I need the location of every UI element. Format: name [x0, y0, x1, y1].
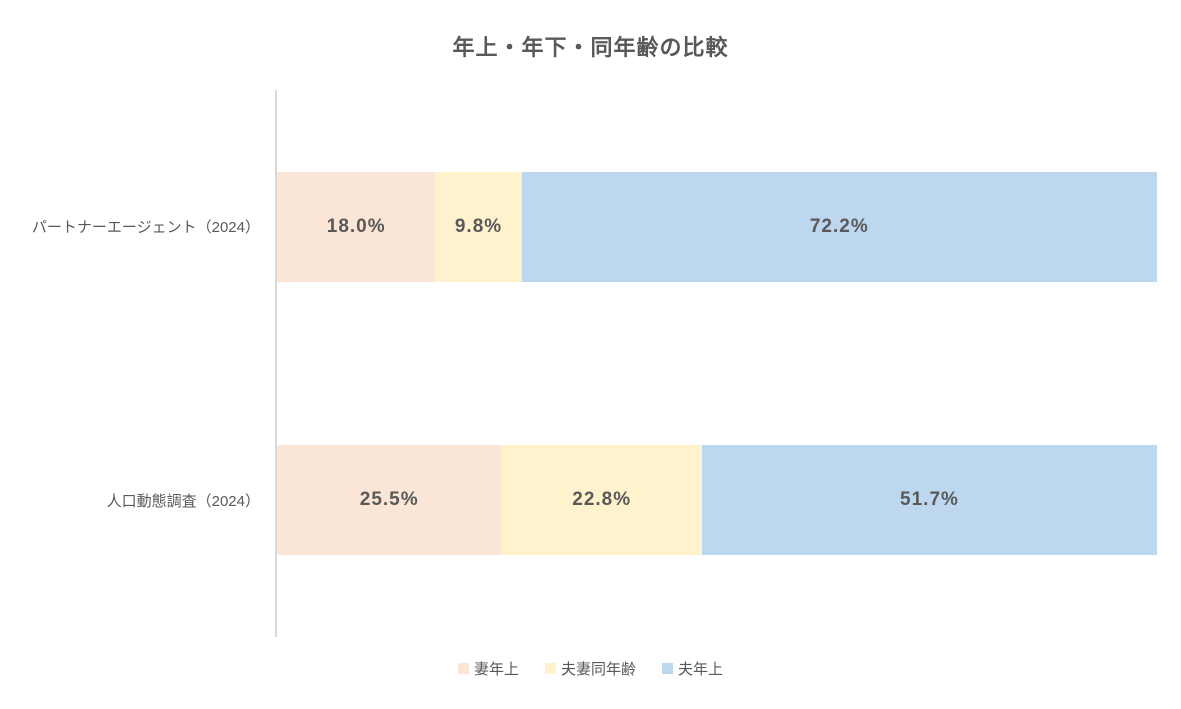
- category-label-band: 人口動態調査（2024）: [0, 364, 260, 638]
- bar-segment-series-1: 9.8%: [435, 171, 522, 282]
- legend-label: 夫妻同年齢: [560, 661, 636, 678]
- bar-segment-series-2: 51.7%: [702, 445, 1157, 556]
- bar-band: 18.0% 9.8% 72.2%: [277, 90, 1157, 364]
- bar-segment-series-1: 22.8%: [501, 445, 703, 556]
- y-axis-line: [275, 90, 277, 637]
- bar-segment-series-2: 72.2%: [521, 171, 1157, 282]
- category-label-band: パートナーエージェント（2024）: [0, 90, 260, 364]
- bar-value-label: 22.8%: [572, 489, 632, 511]
- legend-swatch-icon: [662, 663, 673, 674]
- bar-value-label: 25.5%: [359, 489, 419, 511]
- chart-title: 年上・年下・同年齢の比較: [452, 35, 729, 60]
- legend-label: 夫年上: [678, 661, 724, 678]
- bar-value-label: 9.8%: [454, 215, 503, 237]
- bar-segment-series-0: 18.0%: [277, 171, 436, 282]
- bar-value-label: 72.2%: [809, 215, 869, 237]
- legend-item: 妻年上: [457, 658, 519, 679]
- plot-area: 18.0% 9.8% 72.2% 25.5% 22.8% 51.7%: [277, 90, 1157, 637]
- category-label: パートナーエージェント（2024）: [31, 219, 260, 237]
- legend-item: 夫妻同年齢: [544, 658, 636, 679]
- bar-band: 25.5% 22.8% 51.7%: [277, 364, 1157, 638]
- legend-label: 妻年上: [473, 661, 519, 678]
- bar-row: 18.0% 9.8% 72.2%: [277, 171, 1157, 282]
- bar-value-label: 18.0%: [326, 215, 386, 237]
- bar-row: 25.5% 22.8% 51.7%: [277, 445, 1157, 556]
- bar-value-label: 51.7%: [900, 489, 959, 511]
- category-labels: パートナーエージェント（2024） 人口動態調査（2024）: [0, 90, 260, 637]
- legend: 妻年上 夫妻同年齢 夫年上: [0, 658, 1181, 679]
- legend-item: 夫年上: [662, 658, 723, 679]
- legend-swatch-icon: [544, 663, 556, 674]
- legend-swatch-icon: [457, 663, 469, 674]
- bar-segment-series-0: 25.5%: [277, 445, 502, 556]
- category-label: 人口動態調査（2024）: [106, 492, 260, 510]
